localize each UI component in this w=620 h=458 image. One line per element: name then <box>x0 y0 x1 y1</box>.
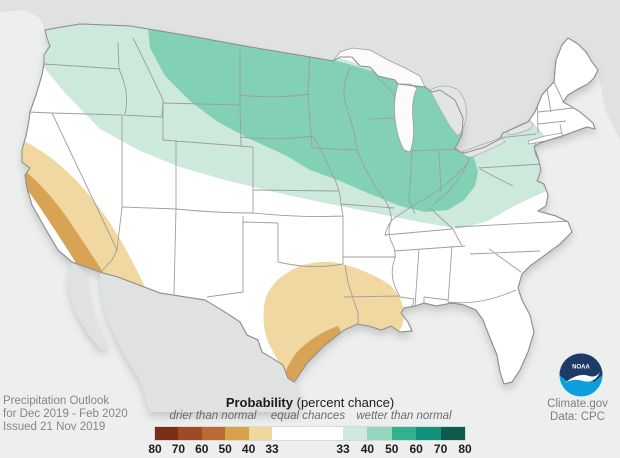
legend-title-rest: (percent chance) <box>293 395 395 410</box>
legend-color-segment <box>248 427 272 440</box>
legend-title-bold: Probability <box>225 395 293 410</box>
legend-tick: 33 <box>336 442 350 456</box>
legend-color-segment <box>201 427 226 440</box>
credit-data-source: Data: CPC <box>550 411 605 423</box>
legend-color-segment <box>367 427 392 440</box>
credit-site: Climate.gov <box>547 398 608 410</box>
equal-chances-label: equal chances <box>270 410 346 422</box>
lake-huron <box>429 85 467 137</box>
mexico-landmass <box>100 273 302 412</box>
drier-west-33-40-region <box>22 136 152 312</box>
drier-label: drier than normal <box>169 410 257 422</box>
legend-color-segment <box>155 427 179 440</box>
caption-line-1: Precipitation Outlook <box>3 395 110 407</box>
drier-west-40-50-region <box>22 162 103 282</box>
legend-tick: 60 <box>409 442 423 456</box>
outlook-caption: Precipitation Outlook for Dec 2019 - Feb… <box>3 395 128 434</box>
legend-tick: 70 <box>171 442 186 456</box>
legend-color-segment <box>178 427 202 440</box>
legend-color-segment <box>271 427 343 440</box>
legend-color-segment <box>416 427 441 440</box>
caption-line-3: Issued 21 Nov 2019 <box>3 421 106 433</box>
lake-ontario <box>506 120 533 136</box>
caption-line-2: for Dec 2019 - Feb 2020 <box>3 408 128 420</box>
noaa-logo-fan <box>559 353 603 382</box>
long-island <box>527 132 564 145</box>
source-credit: Climate.gov Data: CPC <box>540 398 615 424</box>
legend-color-segment <box>391 427 417 440</box>
legend-color-segment <box>440 427 465 440</box>
legend-tick: 70 <box>433 442 448 456</box>
wetter-label: wetter than normal <box>356 410 452 422</box>
legend-tick: 50 <box>218 442 232 456</box>
legend-color-segment <box>342 427 368 440</box>
state-borders <box>27 37 574 324</box>
noaa-seagull-icon <box>565 372 600 383</box>
legend-title: Probability (percent chance) <box>155 395 465 410</box>
legend-tick: 50 <box>385 442 399 456</box>
legend-tick: 40 <box>241 442 256 456</box>
noaa-logo-emblem: NOAA <box>559 353 603 397</box>
baja-peninsula <box>68 262 108 350</box>
vancouver-island <box>18 0 90 19</box>
noaa-logo-text: NOAA <box>572 365 590 371</box>
legend-tick: 80 <box>148 442 162 456</box>
legend-color-bar <box>155 427 465 440</box>
legend-tick: 60 <box>195 442 209 456</box>
legend-category-labels: drier than normal equal chances wetter t… <box>155 410 465 426</box>
wetter-40-50-region <box>148 28 478 212</box>
lake-michigan <box>394 83 418 153</box>
legend-tick: 40 <box>360 442 375 456</box>
drier-gulf-40-50-region <box>283 326 342 384</box>
legend-tick: 80 <box>458 442 472 456</box>
noaa-logo: NOAA <box>558 352 604 398</box>
legend-tick-labels: 80 70 60 50 40 33 33 40 50 60 70 80 <box>148 442 471 456</box>
legend-tick: 33 <box>265 442 279 456</box>
legend-color-segment <box>225 427 249 440</box>
probability-legend: Probability (percent chance) drier than … <box>148 395 471 456</box>
